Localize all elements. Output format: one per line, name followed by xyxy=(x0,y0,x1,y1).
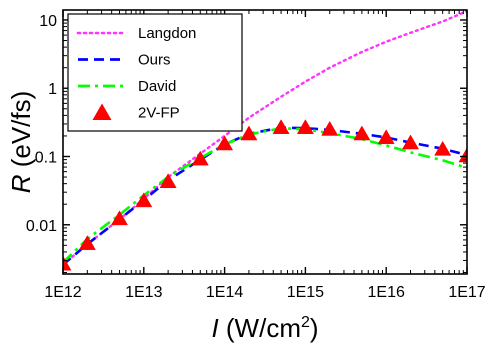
data-point-2v-fp xyxy=(458,147,467,163)
data-point-2v-fp xyxy=(402,134,420,150)
x-tick-label: 1E16 xyxy=(368,284,405,301)
data-point-2v-fp xyxy=(434,140,452,156)
data-point-2v-fp xyxy=(135,192,153,208)
plot-frame xyxy=(62,9,468,275)
data-point-2v-fp xyxy=(63,255,72,271)
data-point-2v-fp xyxy=(377,129,395,145)
data-point-2v-fp xyxy=(272,119,290,134)
data-point-2v-fp xyxy=(191,150,209,166)
data-point-2v-fp xyxy=(216,135,234,151)
data-point-2v-fp xyxy=(110,210,128,226)
legend-swatch-2v-fp xyxy=(92,103,112,120)
x-tick-label: 1E15 xyxy=(287,284,324,301)
ticks-layer xyxy=(62,10,468,274)
x-axis-title: I (W/cm2) xyxy=(211,313,318,343)
data-point-2v-fp xyxy=(159,173,177,188)
x-tick-label: 1E12 xyxy=(44,284,81,301)
tick-labels: 1E12 1E13 1E14 1E15 1E16 1E17 0.01 0.1 1 10 xyxy=(26,13,486,301)
data-point-2v-fp xyxy=(321,120,339,136)
data-point-2v-fp xyxy=(78,235,96,250)
y-tick-label: 0.01 xyxy=(26,218,57,235)
data-point-2v-fp xyxy=(240,125,258,141)
x-tick-label: 1E17 xyxy=(448,284,485,301)
series-line-david xyxy=(63,126,467,264)
series-layer xyxy=(63,10,467,271)
x-tick-label: 1E14 xyxy=(206,284,243,301)
y-tick-label: 0.1 xyxy=(35,150,57,167)
series-line-langdon xyxy=(63,10,467,266)
data-point-2v-fp xyxy=(353,125,371,141)
legend-label-langdon: Langdon xyxy=(138,25,196,42)
y-axis-title: R (eV/fs) xyxy=(6,91,36,194)
x-tick-label: 1E13 xyxy=(125,284,162,301)
y-tick-label: 1 xyxy=(48,81,57,98)
y-tick-label: 10 xyxy=(39,13,57,30)
legend-label-ours: Ours xyxy=(138,52,171,69)
legend-label-2v-fp: 2V-FP xyxy=(138,105,180,122)
legend: Langdon Ours David 2V-FP xyxy=(67,13,243,132)
legend-label-david: David xyxy=(138,78,176,95)
data-point-2v-fp xyxy=(296,119,314,134)
